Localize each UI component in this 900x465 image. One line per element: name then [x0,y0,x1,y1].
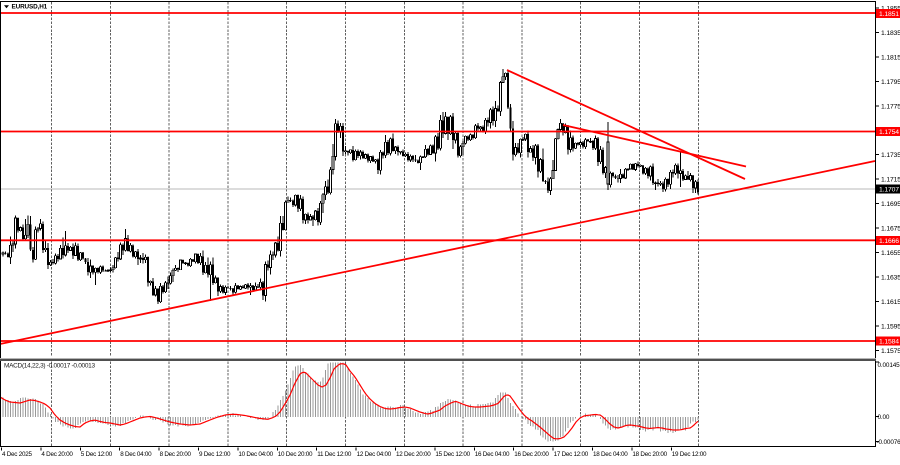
svg-text:1.1715: 1.1715 [881,177,900,184]
svg-text:1.1575: 1.1575 [881,348,900,355]
svg-text:1.1775: 1.1775 [881,103,900,110]
svg-text:1.1615: 1.1615 [881,299,900,306]
svg-text:1.1707: 1.1707 [879,187,899,194]
svg-text:9 Dec 12:00: 9 Dec 12:00 [199,451,231,458]
svg-text:4 Dec 2025: 4 Dec 2025 [2,451,32,458]
svg-text:1.1795: 1.1795 [881,79,900,86]
svg-text:1.1851: 1.1851 [879,11,899,18]
svg-text:12 Dec 20:00: 12 Dec 20:00 [396,451,431,458]
svg-text:-0.00076: -0.00076 [877,439,900,446]
svg-text:17 Dec 12:00: 17 Dec 12:00 [554,451,589,458]
svg-text:19 Dec 12:00: 19 Dec 12:00 [672,451,707,458]
svg-text:1.1835: 1.1835 [881,30,900,37]
svg-text:EURUSD,H1: EURUSD,H1 [12,4,48,11]
svg-text:1.1735: 1.1735 [881,152,900,159]
svg-text:1.1655: 1.1655 [881,250,900,257]
svg-text:18 Dec 04:00: 18 Dec 04:00 [593,451,628,458]
svg-text:1.1675: 1.1675 [881,226,900,233]
svg-text:1.1595: 1.1595 [881,323,900,330]
svg-text:1.1584: 1.1584 [879,339,899,346]
svg-text:10 Dec 20:00: 10 Dec 20:00 [278,451,313,458]
svg-text:12 Dec 04:00: 12 Dec 04:00 [357,451,392,458]
svg-text:18 Dec 20:00: 18 Dec 20:00 [632,451,667,458]
svg-text:16 Dec 20:00: 16 Dec 20:00 [514,451,549,458]
svg-text:MACD(14,22,3) -0.00017 -0.0001: MACD(14,22,3) -0.00017 -0.00013 [4,363,95,370]
svg-text:1.1695: 1.1695 [881,201,900,208]
svg-text:8 Dec 04:00: 8 Dec 04:00 [120,451,152,458]
svg-text:15 Dec 12:00: 15 Dec 12:00 [435,451,470,458]
svg-text:0.00: 0.00 [878,414,890,421]
svg-text:0.00145: 0.00145 [878,362,900,369]
svg-text:5 Dec 12:00: 5 Dec 12:00 [81,451,113,458]
svg-text:10 Dec 04:00: 10 Dec 04:00 [238,451,273,458]
svg-text:4 Dec 20:00: 4 Dec 20:00 [41,451,73,458]
svg-text:11 Dec 12:00: 11 Dec 12:00 [317,451,352,458]
svg-text:1.1666: 1.1666 [879,238,899,245]
svg-text:1.1635: 1.1635 [881,275,900,282]
svg-text:1.1754: 1.1754 [879,129,899,136]
svg-text:1.1815: 1.1815 [881,54,900,61]
svg-text:16 Dec 04:00: 16 Dec 04:00 [475,451,510,458]
svg-text:8 Dec 20:00: 8 Dec 20:00 [160,451,192,458]
